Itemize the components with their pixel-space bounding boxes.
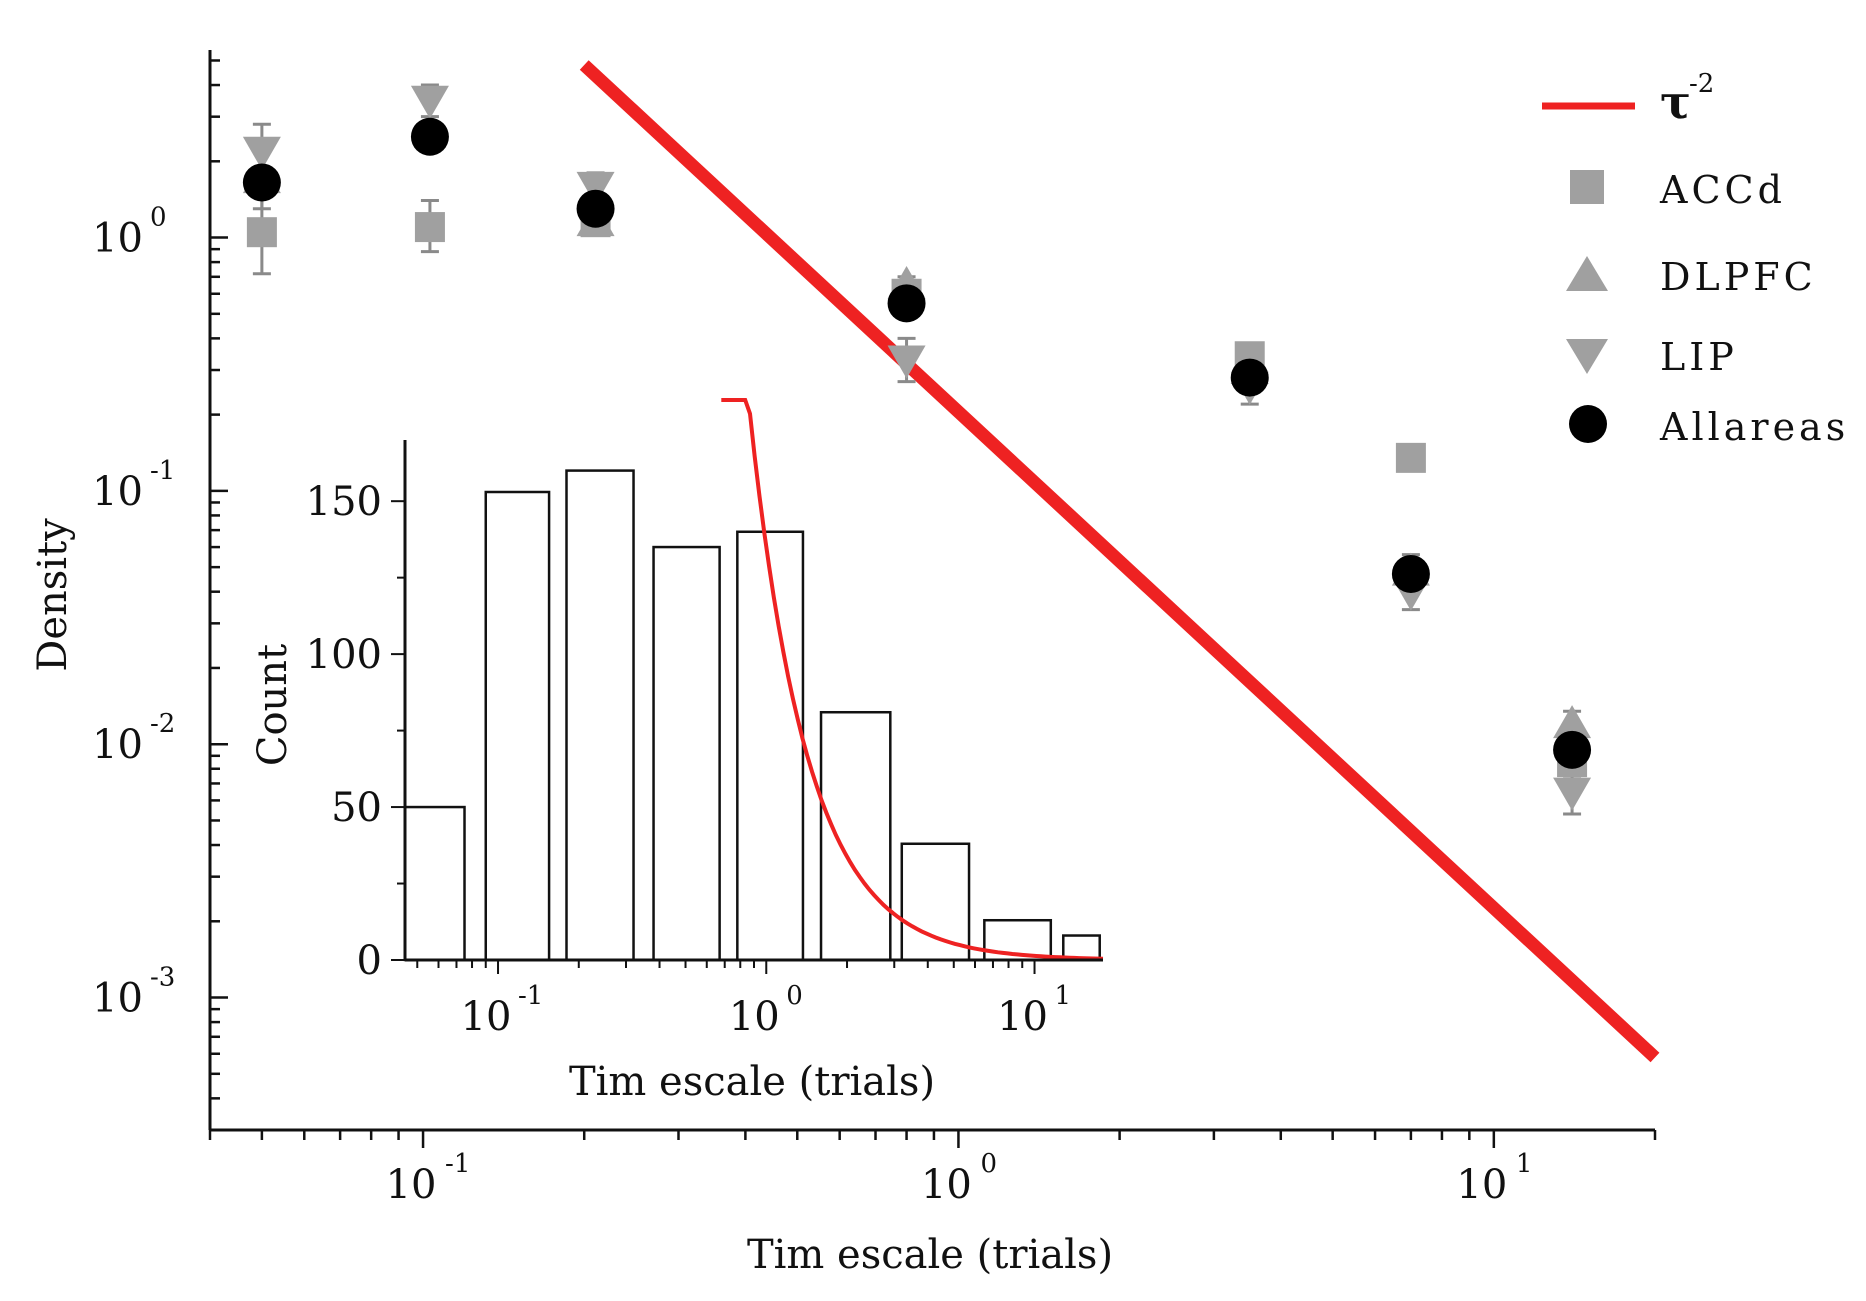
main-y-tick-label-base: 10 xyxy=(92,216,143,262)
legend: τ -2 ACCd DLPFC LIP Allareas xyxy=(1542,69,1849,449)
inset-x-tick-label-base: 10 xyxy=(729,994,780,1040)
all-areas-circle-marker xyxy=(887,284,926,323)
histogram-bar xyxy=(484,490,551,962)
inset-bars xyxy=(403,469,1101,962)
all-areas-circle-marker xyxy=(1391,554,1430,593)
inset-y-tick-label: 50 xyxy=(331,785,382,831)
main-y-tick-label-exponent: -2 xyxy=(150,709,175,739)
inset-x-ticks xyxy=(416,960,1036,974)
main-x-tick-label-exponent: -1 xyxy=(445,1149,470,1179)
all-areas-circle-marker xyxy=(1230,358,1269,397)
dlpfc-triangle-up-marker xyxy=(1553,705,1592,739)
legend-square-marker xyxy=(1570,170,1604,204)
inset-y-ticks xyxy=(391,500,405,961)
inset-y-tick-label: 100 xyxy=(306,632,382,678)
legend-lip-label: LIP xyxy=(1660,335,1738,379)
histogram-bar xyxy=(652,545,721,962)
all-areas-circle-marker xyxy=(410,117,449,156)
main-x-axis-title: Tim escale (trials) xyxy=(747,1232,1113,1278)
lip-triangle-down-marker xyxy=(410,85,449,119)
inset-x-tick-label-base: 10 xyxy=(997,994,1048,1040)
all-areas-circle-marker xyxy=(1553,730,1592,769)
main-y-tick-label-exponent: 0 xyxy=(150,203,167,233)
main-x-tick-label-exponent: 1 xyxy=(1516,1149,1533,1179)
inset-x-tick-label-exponent: -1 xyxy=(518,981,543,1011)
legend-item-lip: LIP xyxy=(1566,335,1738,379)
inset-fit-curve-group xyxy=(721,398,1104,961)
lip-triangle-down-marker xyxy=(1553,777,1592,811)
inset-x-axis-title: Tim escale (trials) xyxy=(569,1059,935,1105)
histogram-bar xyxy=(819,710,892,962)
lip-triangle-down-marker xyxy=(576,171,615,205)
main-x-tick-label-exponent: 0 xyxy=(980,1149,997,1179)
legend-triangle-down-marker xyxy=(1566,339,1608,374)
main-y-tick-label-base: 10 xyxy=(92,722,143,768)
legend-all-areas-label: Allareas xyxy=(1659,405,1849,449)
histogram-bar xyxy=(403,805,466,962)
all-areas-circle-marker xyxy=(576,189,615,228)
histogram-bar xyxy=(565,469,635,962)
main-y-tick-label-exponent: -3 xyxy=(150,963,175,993)
main-y-tick-label-exponent: -1 xyxy=(150,456,175,486)
inset-y-tick-label: 0 xyxy=(357,938,382,984)
main-y-ticks xyxy=(210,59,228,1132)
main-x-tick-labels: 10 -1 10 0 10 1 xyxy=(386,1149,1533,1208)
fit-line-tau-minus-2 xyxy=(579,60,1660,1063)
legend-accd-label: ACCd xyxy=(1659,168,1786,212)
legend-item-all-areas: Allareas xyxy=(1569,405,1849,449)
main-y-axis-title: Density xyxy=(30,518,76,672)
main-x-tick-label-base: 10 xyxy=(1456,1162,1507,1208)
main-markers xyxy=(242,85,1592,811)
lip-triangle-down-marker xyxy=(887,345,926,379)
main-x-tick-label-base: 10 xyxy=(921,1162,972,1208)
accd-square-marker xyxy=(246,217,277,248)
histogram-bar xyxy=(736,530,805,962)
inset-fit-curve xyxy=(721,398,1104,961)
legend-dlpfc-label: DLPFC xyxy=(1660,255,1817,299)
legend-item-dlpfc: DLPFC xyxy=(1566,255,1817,299)
legend-item-accd: ACCd xyxy=(1570,168,1786,212)
inset-x-tick-label-exponent: 0 xyxy=(786,981,803,1011)
inset-y-tick-labels: 0 50 100 150 xyxy=(306,479,382,984)
legend-fit-label: τ xyxy=(1660,75,1691,129)
all-areas-circle-marker xyxy=(242,163,281,202)
histogram-bar xyxy=(900,842,971,962)
accd-square-marker xyxy=(414,212,445,243)
inset-x-tick-label-exponent: 1 xyxy=(1055,981,1072,1011)
accd-square-marker xyxy=(1395,442,1426,473)
legend-circle-marker xyxy=(1569,405,1607,443)
inset-y-axis-title: Count xyxy=(250,644,296,766)
main-error-bars xyxy=(252,83,1582,816)
legend-triangle-up-marker xyxy=(1566,256,1608,291)
legend-fit-exponent: -2 xyxy=(1689,69,1714,99)
main-x-ticks xyxy=(208,1130,1657,1148)
lip-triangle-down-marker xyxy=(242,136,281,170)
main-axes xyxy=(208,50,1655,1132)
inset-x-tick-labels: 10 -1 10 0 10 1 xyxy=(461,981,1071,1040)
main-x-tick-label-base: 10 xyxy=(386,1162,437,1208)
inset-x-tick-label-base: 10 xyxy=(461,994,512,1040)
inset-y-tick-label: 150 xyxy=(306,479,382,525)
main-y-tick-label-base: 10 xyxy=(92,469,143,515)
main-fit-line-group xyxy=(579,60,1660,1063)
legend-item-fit: τ -2 xyxy=(1542,69,1714,129)
main-y-tick-label-base: 10 xyxy=(92,976,143,1022)
